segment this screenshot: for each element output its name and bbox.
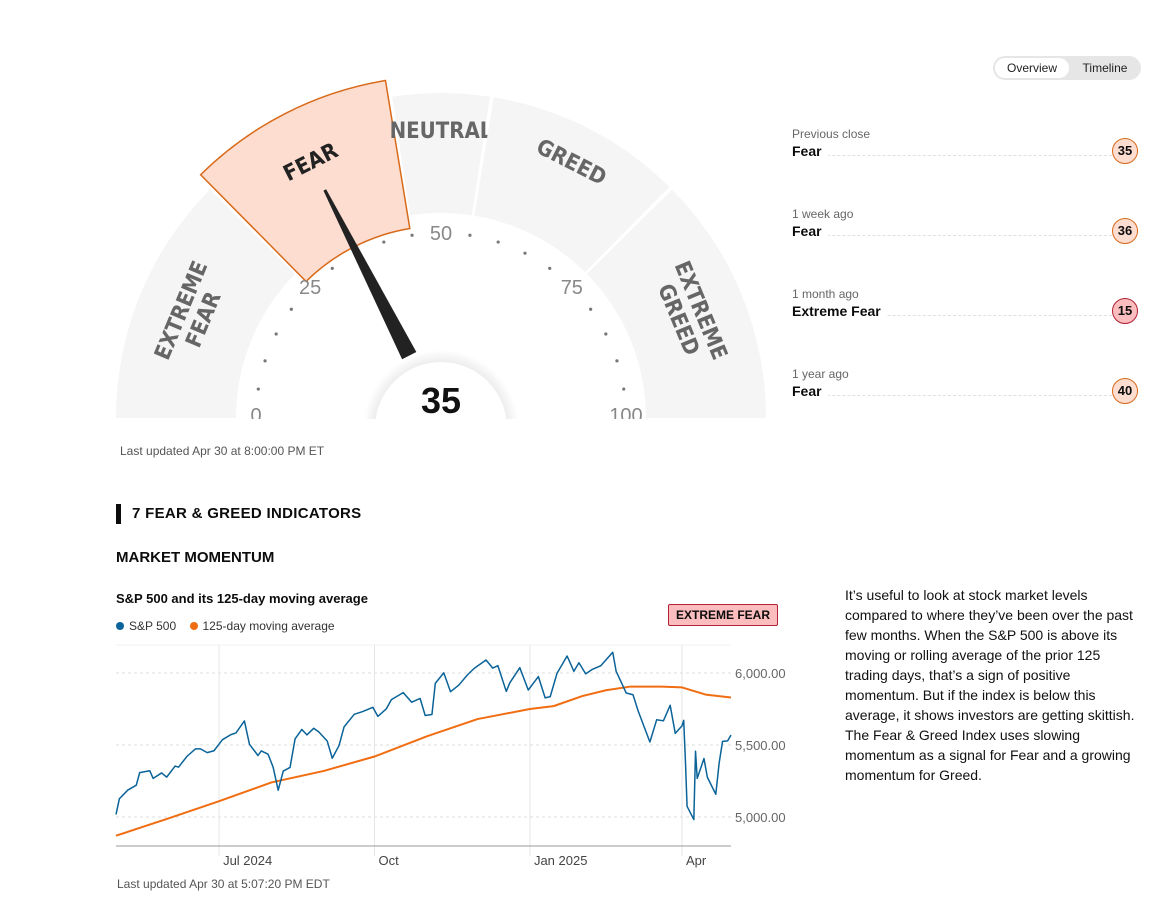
- gauge-tick-label: 0: [250, 405, 261, 427]
- gauge-tick-label: 25: [299, 277, 321, 299]
- gauge-label: NEUTRAL: [390, 119, 493, 144]
- gauge-tick-dot: [410, 233, 414, 237]
- history-item: Previous close Fear 35: [792, 127, 1138, 165]
- x-tick-label: Jan 2025: [534, 853, 588, 868]
- history-period: 1 year ago: [792, 367, 849, 381]
- chart-title: S&P 500 and its 125-day moving average: [116, 591, 368, 606]
- dotted-leader: [792, 235, 1112, 236]
- dotted-leader: [792, 315, 1112, 316]
- gauge-segment-fear: [199, 79, 411, 283]
- gauge-segment-neutral: [392, 92, 490, 216]
- gauge-needle: [323, 189, 417, 360]
- indicators-heading: 7 FEAR & GREED INDICATORS: [116, 504, 361, 524]
- gauge-tick-dot: [256, 387, 260, 391]
- history-score-badge: 15: [1112, 298, 1138, 324]
- gauge-baseline-mask: [0, 419, 800, 440]
- gauge-tick-dot: [263, 359, 267, 363]
- history-row: Extreme Fear 15: [792, 298, 1138, 325]
- gauge-tick-dot: [274, 332, 278, 336]
- history-period: 1 month ago: [792, 287, 859, 301]
- history-score-badge: 36: [1112, 218, 1138, 244]
- legend-dot-ma: [189, 622, 198, 630]
- legend-sp500: S&P 500: [129, 619, 177, 633]
- dotted-leader: [792, 155, 1112, 156]
- gauge-tick-dot: [622, 387, 626, 391]
- gauge-tick-dot: [548, 266, 552, 270]
- gauge-tick-label: 50: [430, 223, 452, 245]
- gauge-segment-greed: [474, 97, 670, 273]
- history-rating: Fear: [792, 383, 828, 399]
- gauge-tick-label: 75: [561, 277, 583, 299]
- history-rating: Extreme Fear: [792, 303, 887, 319]
- dotted-leader: [792, 395, 1112, 396]
- x-tick-label: Apr: [686, 853, 707, 868]
- y-tick-label: 5,500.00: [735, 738, 786, 753]
- gauge-segment-extreme-fear: [116, 189, 296, 418]
- gauge-tick-dot: [330, 266, 334, 270]
- y-tick-label: 6,000.00: [735, 666, 786, 681]
- gauge-tick-dot: [604, 332, 608, 336]
- y-tick-label: 5,000.00: [735, 810, 786, 825]
- gauge-tick-dot: [468, 233, 472, 237]
- sp500-line: [115, 651, 732, 821]
- history-row: Fear 36: [792, 218, 1138, 245]
- gauge-tick-dot: [615, 359, 619, 363]
- history-period: 1 week ago: [792, 207, 854, 221]
- history-row: Fear 35: [792, 138, 1138, 165]
- chart-last-updated: Last updated Apr 30 at 5:07:20 PM EDT: [117, 877, 330, 891]
- history-item: 1 week ago Fear 36: [792, 207, 1138, 245]
- chart-legend: S&P 500 125-day moving average: [116, 619, 335, 633]
- momentum-chart: 5,000.00 5,500.00 6,000.00 Jul 2024 Oct Jan 2…: [115, 644, 786, 868]
- legend-dot-sp500: [116, 622, 124, 630]
- tab-timeline[interactable]: Timeline: [1082, 61, 1128, 75]
- gauge-tick-dot: [289, 307, 293, 311]
- gauge-tick-dot: [523, 251, 527, 255]
- legend-ma: 125-day moving average: [202, 619, 335, 633]
- history-item: 1 year ago Fear 40: [792, 367, 1138, 405]
- history-score-badge: 40: [1112, 378, 1138, 404]
- gauge-last-updated: Last updated Apr 30 at 8:00:00 PM ET: [120, 444, 325, 458]
- x-tick-label: Jul 2024: [223, 853, 272, 868]
- history-period: Previous close: [792, 127, 871, 141]
- history-rating: Fear: [792, 223, 828, 239]
- tab-overview[interactable]: Overview: [995, 58, 1069, 78]
- history-score-badge: 35: [1112, 138, 1138, 164]
- history-rating: Fear: [792, 143, 828, 159]
- moving-average-line: [115, 685, 732, 837]
- gauge-segment-extreme-greed: [586, 189, 766, 418]
- history-item: 1 month ago Extreme Fear 15: [792, 287, 1138, 325]
- fear-greed-gauge: EXTREMEFEARFEARNEUTRALGREEDEXTREMEGREED0…: [0, 79, 800, 440]
- gauge-tick-dot: [496, 240, 500, 244]
- indicator-description: It’s useful to look at stock market leve…: [845, 587, 1135, 783]
- x-tick-label: Oct: [379, 853, 400, 868]
- status-badge: EXTREME FEAR: [668, 604, 779, 626]
- view-toggle: Overview Timeline: [993, 56, 1141, 80]
- gauge-tick-dot: [589, 307, 593, 311]
- section-title: MARKET MOMENTUM: [116, 549, 275, 566]
- gauge-value: 35: [421, 380, 461, 421]
- gauge-label-line: NEUTRAL: [390, 119, 493, 144]
- history-row: Fear 40: [792, 378, 1138, 405]
- gauge-tick-dot: [382, 240, 386, 244]
